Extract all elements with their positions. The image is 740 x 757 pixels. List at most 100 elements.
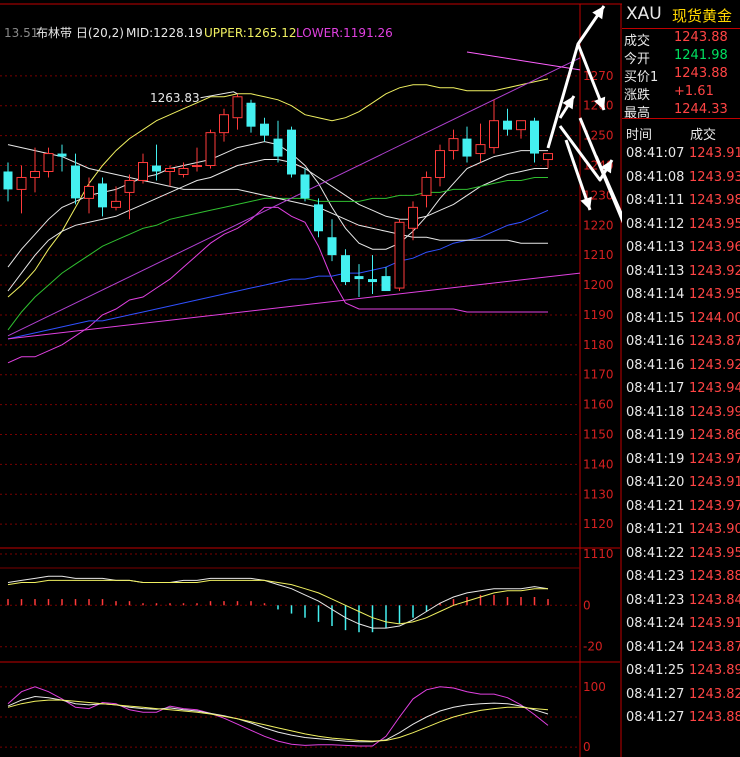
- candle-body-up: [30, 170, 40, 178]
- tick-price: 1244.00: [689, 310, 740, 326]
- tick-row: 08:41:11 1243.98: [622, 193, 740, 216]
- overlay-lines: [7, 51, 581, 364]
- quote-label: 最高: [624, 106, 651, 121]
- candle-body-up: [408, 206, 418, 229]
- tick-time: 08:41:08: [626, 169, 685, 185]
- price-tick-label: 1260: [583, 99, 614, 113]
- candle-body-down: [273, 138, 283, 157]
- tick-header: 时间 成交: [622, 118, 740, 145]
- tick-time: 08:41:16: [626, 334, 685, 349]
- macd-dif-line: [7, 575, 549, 629]
- tick-price: 1243.97: [689, 451, 740, 467]
- tick-time: 08:41:24: [626, 616, 685, 631]
- tick-price: 1243.95: [689, 287, 740, 302]
- tick-price: 1243.95: [689, 545, 740, 561]
- tick-price: 1243.87: [689, 334, 740, 349]
- tick-row: 08:41:07 1243.91: [622, 146, 740, 169]
- candle-body-down: [71, 165, 80, 199]
- price-tick-label: 1220: [583, 218, 614, 232]
- tick-row: 08:41:15 1244.00: [622, 311, 740, 334]
- quote-value: +1.61: [674, 84, 714, 99]
- quote-value: 1243.88: [674, 66, 728, 81]
- indicator-name[interactable]: 布林带 日(20,2): [36, 26, 124, 40]
- price-tick-label: 1250: [583, 129, 614, 143]
- tick-row: 08:41:19 1243.97: [622, 452, 740, 475]
- candle-body-down: [530, 120, 539, 154]
- candle-body-up: [192, 165, 202, 168]
- candle-body-down: [57, 153, 67, 157]
- quote-row: 涨跌 +1.61: [622, 84, 740, 104]
- tick-price: 1243.91: [689, 475, 740, 490]
- quote-label: 今开: [624, 52, 651, 67]
- high-price-label: 1263.83: [150, 91, 200, 105]
- trendline-1: [7, 57, 581, 337]
- tick-row: 08:41:20 1243.91: [622, 475, 740, 498]
- quote-panel: XAU 现货黄金 成交 1243.88 今开 1241.98 买价1 1243.88 涨跌 +…: [622, 0, 740, 757]
- annotation-arrowhead: [594, 96, 606, 110]
- candle-body-down: [341, 255, 350, 283]
- kdj-d-line: [7, 699, 549, 742]
- candle-body-down: [98, 183, 107, 208]
- quote-row: 今开 1241.98: [622, 48, 740, 68]
- macd-dea-line: [7, 579, 548, 625]
- candle-body-up: [165, 168, 175, 172]
- overlay-line-5: [7, 209, 549, 340]
- tick-row: 08:41:27 1243.82: [622, 687, 740, 710]
- tick-time: 08:41:22: [626, 545, 685, 561]
- candle-body-up: [219, 114, 229, 134]
- overlay-line-6: [7, 144, 548, 244]
- tick-price: 1243.89: [689, 663, 740, 678]
- price-tick-label: 1210: [583, 248, 614, 262]
- tick-price: 1243.88: [689, 710, 740, 725]
- tick-time: 08:41:17: [626, 381, 685, 396]
- annotation-arrowhead: [562, 96, 574, 110]
- tick-price: 1243.91: [689, 146, 740, 161]
- macd-axis-label: -20: [583, 640, 603, 654]
- trendline-0: [7, 272, 581, 340]
- tick-time: 08:41:23: [626, 592, 685, 608]
- kdj-j-line: [7, 686, 549, 747]
- tick-row: 08:41:12 1243.95: [622, 217, 740, 240]
- tick-row: 08:41:22 1243.95: [622, 546, 740, 569]
- tick-time: 08:41:12: [626, 216, 685, 232]
- candle-body-down: [287, 129, 296, 175]
- high-marker: [200, 91, 238, 99]
- candle-body-down: [354, 276, 364, 280]
- main-grid: [0, 3, 622, 757]
- symbol-code: XAU: [626, 4, 662, 24]
- annotation-arrowhead: [580, 196, 592, 210]
- tick-price: 1243.87: [689, 639, 740, 655]
- tick-time: 08:41:27: [626, 710, 685, 725]
- quote-value: 1241.98: [674, 48, 728, 63]
- quote-row: 买价1 1243.88: [622, 66, 740, 86]
- overlay-line-1: [7, 206, 548, 364]
- candle-body-up: [421, 176, 432, 196]
- tick-price: 1243.92: [689, 263, 740, 279]
- tick-header-time: 时间: [626, 128, 653, 143]
- candle-body-down: [246, 102, 256, 127]
- chart-canvas: 1270126012501240123012201210120011901180…: [0, 3, 622, 757]
- candle-body-up: [205, 132, 216, 167]
- annotation-arrowhead: [592, 6, 604, 20]
- tick-price: 1243.99: [689, 404, 740, 420]
- bb-lower-label: LOWER:1191.26: [296, 26, 393, 40]
- tick-time: 08:41:18: [626, 404, 685, 420]
- tick-row: 08:41:17 1243.94: [622, 381, 740, 404]
- candle-body-up: [394, 221, 405, 289]
- candle-body-up: [489, 120, 499, 149]
- candle-body-up: [543, 153, 553, 161]
- kdj-axis-label: 100: [583, 680, 606, 694]
- tick-time: 08:41:11: [626, 193, 685, 208]
- candle-body-up: [448, 138, 459, 152]
- macd-axis-label: 0: [583, 598, 591, 612]
- candle-body-up: [475, 144, 486, 155]
- tick-time: 08:41:24: [626, 639, 685, 655]
- quote-label: 成交: [624, 34, 651, 49]
- candle-body-up: [232, 96, 243, 119]
- price-axis: 1270126012501240123012201210120011901180…: [583, 69, 614, 561]
- tick-row: 08:41:24 1243.87: [622, 640, 740, 663]
- candle-body-up: [516, 120, 526, 131]
- tick-price: 1243.90: [689, 522, 740, 537]
- tick-row: 08:41:21 1243.97: [622, 499, 740, 522]
- tick-row: 08:41:24 1243.91: [622, 616, 740, 639]
